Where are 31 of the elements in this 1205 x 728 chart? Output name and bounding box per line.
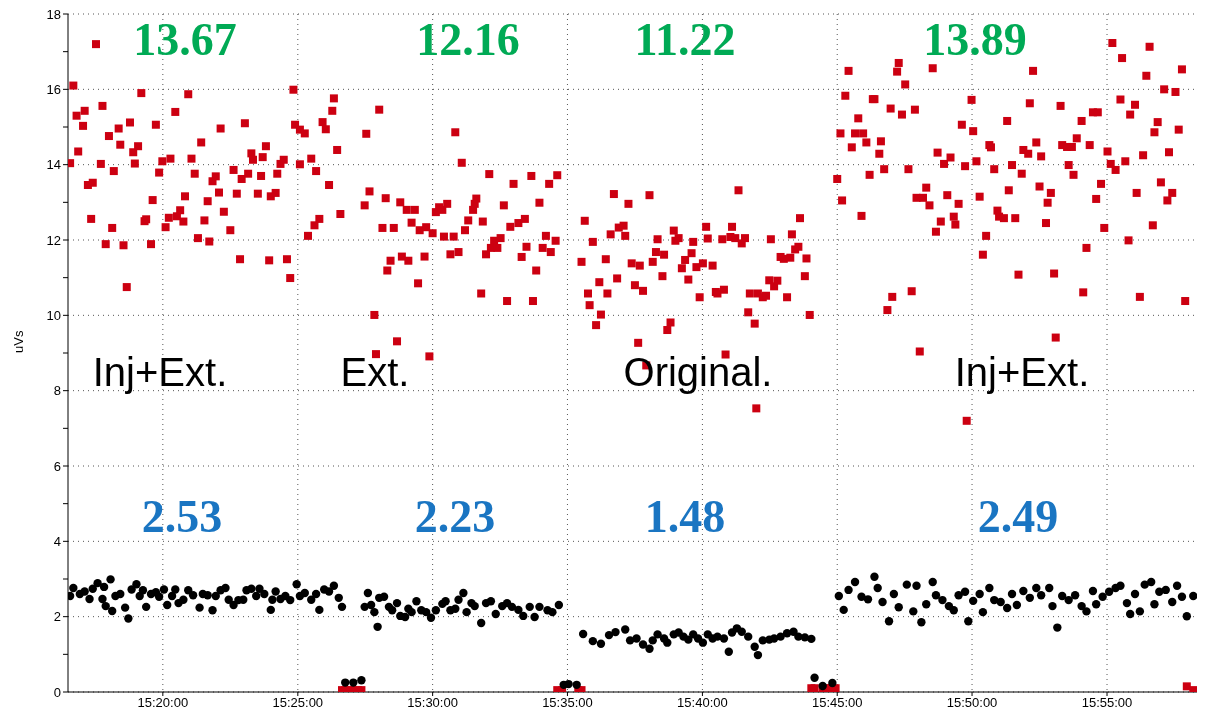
y-tick-label: 18 xyxy=(46,6,61,22)
y-tick-label: 0 xyxy=(53,684,61,700)
x-tick-label: 15:20:00 xyxy=(137,695,189,711)
y-tick-label: 6 xyxy=(53,458,61,474)
annotation: 2.53 xyxy=(141,491,223,542)
x-tick-label: 15:30:00 xyxy=(407,695,458,711)
y-tick-label: 14 xyxy=(46,157,61,173)
annotation: Ext. xyxy=(340,350,410,394)
annotation: Original. xyxy=(623,350,773,394)
x-tick-label: 15:25:00 xyxy=(272,695,324,711)
annotation: 11.22 xyxy=(634,14,736,65)
x-tick-label: 15:55:00 xyxy=(1081,695,1133,711)
y-tick-label: 12 xyxy=(46,232,61,248)
annotation: 12.16 xyxy=(416,14,520,65)
x-tick-label: 15:45:00 xyxy=(811,695,863,711)
y-tick-label: 16 xyxy=(46,81,61,97)
y-tick-label: 10 xyxy=(46,307,61,323)
annotation: 2.23 xyxy=(414,491,496,542)
annotation: Inj+Ext. xyxy=(954,350,1090,394)
y-axis-title: uVs xyxy=(10,330,26,353)
annotation: 13.89 xyxy=(923,14,1027,65)
x-tick-label: 15:50:00 xyxy=(946,695,998,711)
y-tick-label: 8 xyxy=(53,383,61,399)
annotation: 2.49 xyxy=(977,491,1059,542)
annotation: 13.67 xyxy=(133,14,237,65)
x-tick-label: 15:40:00 xyxy=(677,695,728,711)
y-tick-label: 2 xyxy=(53,609,61,625)
annotation: Inj+Ext. xyxy=(92,350,228,394)
y-tick-label: 4 xyxy=(53,533,61,549)
annotation: 1.48 xyxy=(644,491,726,542)
x-tick-label: 15:35:00 xyxy=(542,695,593,711)
